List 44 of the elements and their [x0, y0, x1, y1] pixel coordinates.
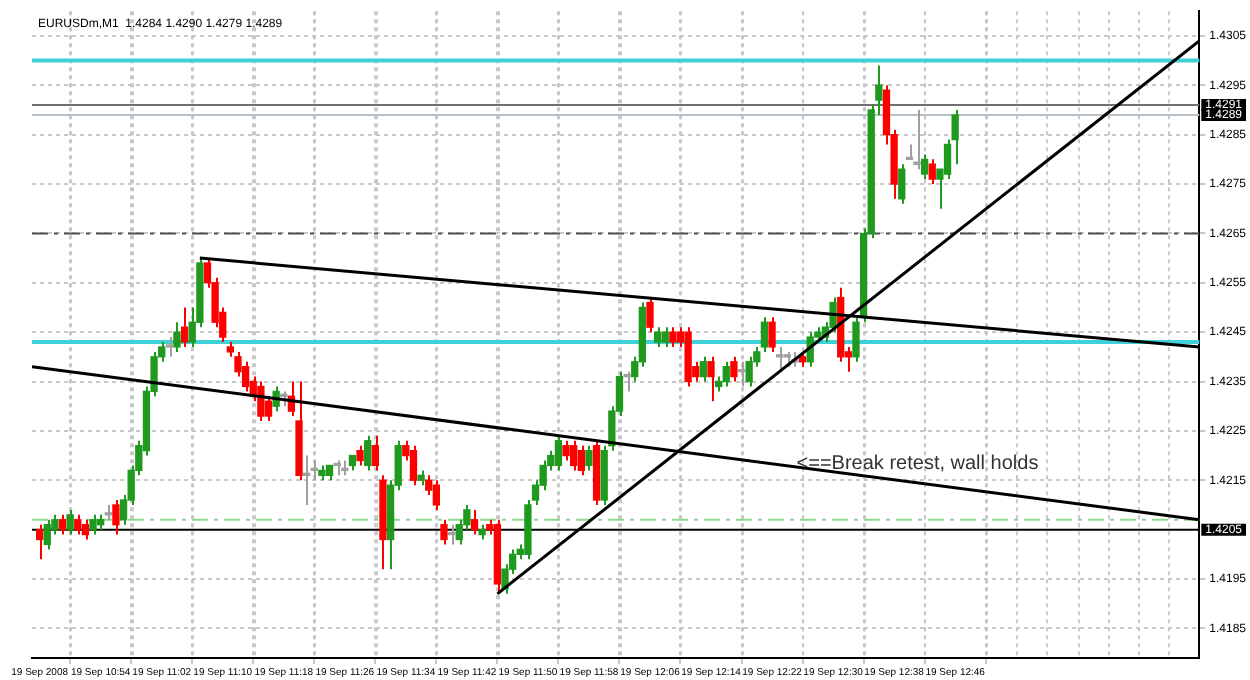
candlestick: [730, 355, 738, 383]
candlestick: [356, 444, 364, 467]
candlestick: [623, 370, 631, 393]
candlestick: [562, 439, 570, 462]
candlestick: [165, 336, 173, 358]
candlestick: [585, 444, 593, 472]
candlestick: [81, 518, 90, 541]
candlestick: [58, 513, 67, 536]
candlestick: [66, 508, 74, 536]
candlestick: [112, 499, 120, 536]
candlestick: [707, 355, 715, 403]
candlestick: [180, 306, 189, 348]
candlestick: [364, 434, 372, 472]
candlestick: [409, 444, 418, 487]
annotation: <==Break retest, wall holds: [796, 453, 1039, 476]
candlestick: [669, 326, 677, 348]
candlestick: [577, 444, 585, 477]
candlestick: [768, 316, 776, 353]
candlestick: [852, 316, 860, 363]
candlestick: [432, 479, 441, 511]
candlestick: [699, 355, 708, 383]
candlestick: [35, 523, 44, 561]
candlestick: [920, 153, 929, 181]
candlestick: [440, 518, 448, 546]
candlestick: [913, 108, 921, 171]
candlestick: [898, 163, 906, 205]
candlestick: [43, 518, 51, 551]
candlestick: [661, 326, 669, 348]
candlestick: [470, 508, 479, 536]
candlestick: [928, 158, 936, 186]
candlestick: [257, 380, 265, 423]
candlestick: [646, 296, 654, 334]
candlestick: [89, 513, 97, 536]
candlestick: [74, 513, 82, 536]
candlestick: [570, 439, 578, 472]
candlestick: [943, 138, 952, 181]
candlestick: [371, 434, 379, 472]
candlestick: [722, 360, 730, 388]
candlestick: [745, 355, 753, 388]
candlestick: [951, 108, 959, 166]
candlestick: [173, 321, 181, 353]
candlestick: [241, 360, 250, 393]
candlestick: [653, 326, 662, 348]
candlestick: [554, 434, 563, 472]
